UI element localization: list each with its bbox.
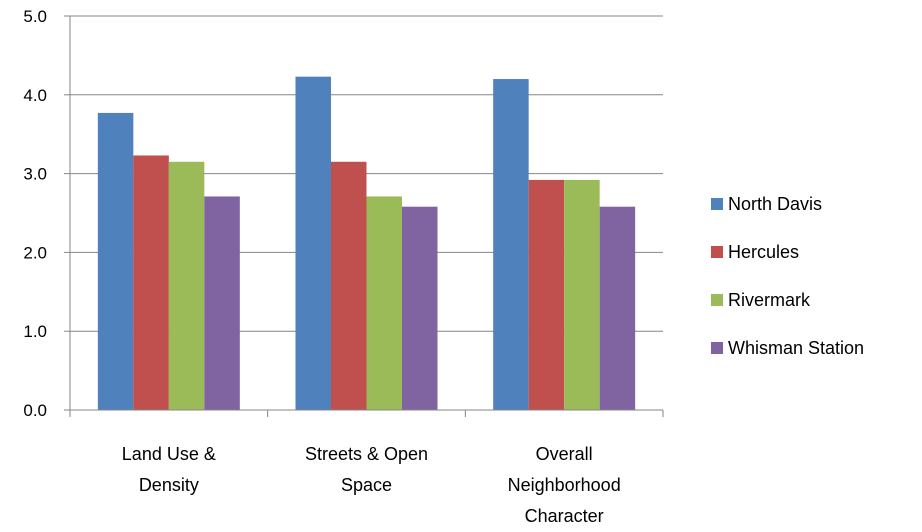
bar-north-davis-0: [97, 112, 134, 410]
y-tick-label: 1.0: [23, 322, 47, 341]
bar-hercules-0: [133, 155, 169, 410]
legend-label: Hercules: [728, 242, 799, 262]
y-tick-label: 0.0: [23, 401, 47, 420]
y-tick-label: 3.0: [23, 165, 47, 184]
bar-whisman-station-1: [402, 206, 438, 410]
x-category-label: Neighborhood: [508, 475, 621, 495]
axes: [69, 16, 664, 417]
y-tick-label: 4.0: [23, 86, 47, 105]
bar-rivermark-1: [366, 196, 402, 410]
legend-label: North Davis: [728, 194, 822, 214]
bar-north-davis-2: [493, 79, 529, 410]
bar-whisman-station-2: [599, 206, 636, 410]
legend-swatch: [711, 342, 723, 354]
legend-label: Rivermark: [728, 290, 811, 310]
bar-hercules-1: [331, 161, 367, 410]
legend-swatch: [711, 294, 723, 306]
y-tick-label: 2.0: [23, 243, 47, 262]
legend-swatch: [711, 198, 723, 210]
bars: [97, 76, 636, 411]
y-axis-ticks: 0.0 1.0 2.0 3.0 4.0 5.0: [23, 7, 70, 420]
bar-rivermark-0: [168, 161, 205, 410]
legend-label: Whisman Station: [728, 338, 864, 358]
bar-whisman-station-0: [204, 196, 240, 410]
x-category-label: Density: [139, 475, 199, 495]
bar-north-davis-1: [295, 76, 331, 411]
bar-rivermark-2: [564, 179, 600, 410]
x-category-label: Land Use &: [122, 444, 216, 464]
bar-hercules-2: [528, 179, 565, 410]
x-category-label: Character: [525, 506, 604, 526]
legend: North Davis Hercules Rivermark Whisman Stat…: [711, 194, 864, 358]
x-category-label: Overall: [536, 444, 593, 464]
y-tick-label: 5.0: [23, 7, 47, 26]
x-axis-labels: Land Use & Density Streets & Open Space Over…: [122, 444, 621, 526]
x-category-label: Space: [341, 475, 392, 495]
legend-swatch: [711, 246, 723, 258]
x-category-label: Streets & Open: [305, 444, 428, 464]
